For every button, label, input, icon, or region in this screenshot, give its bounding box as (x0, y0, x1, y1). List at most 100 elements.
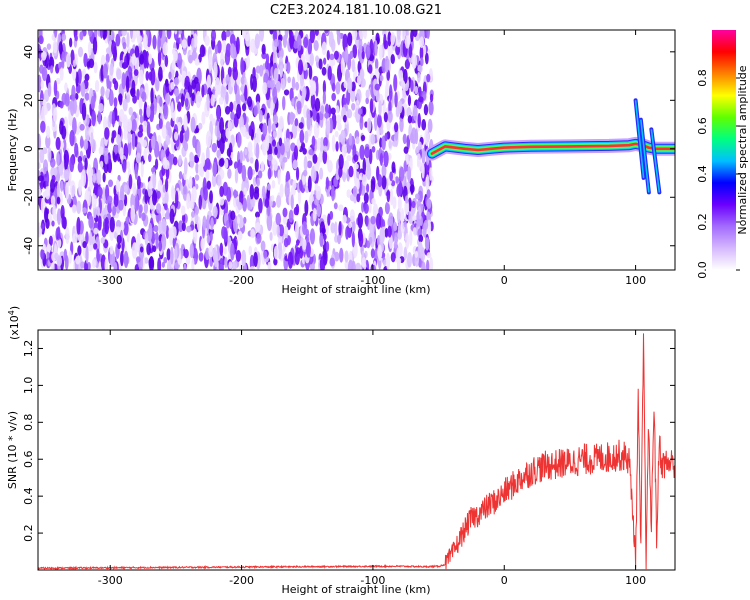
spectrogram-noise-cell (61, 33, 67, 41)
spectrogram-noise-cell (232, 215, 239, 233)
spectrogram-noise-cell (299, 179, 303, 191)
spectrogram-noise-cell (194, 174, 200, 181)
spectrogram-noise-cell (128, 106, 134, 116)
spectrogram-noise-cell (330, 107, 336, 115)
spectrogram-noise-cell (309, 52, 314, 66)
spectrogram-noise-cell (266, 213, 273, 232)
spectrogram-noise-cell (113, 262, 118, 270)
spectrogram-noise-cell (136, 88, 140, 101)
spectrogram-noise-cell (218, 158, 225, 168)
spectrogram-noise-cell (320, 105, 325, 114)
spectrogram-noise-cell (91, 109, 96, 127)
spectrogram-noise-cell (40, 105, 46, 124)
spectrogram-noise-cell (373, 112, 378, 131)
spectrogram-noise-cell (318, 151, 324, 163)
spectrogram-noise-cell (394, 176, 400, 184)
spectrogram-noise-cell (169, 230, 173, 246)
spectrogram-noise-cell (421, 119, 427, 131)
spectrogram-noise-cell (296, 102, 302, 115)
spectrogram-noise-cell (195, 162, 199, 174)
spectrogram-noise-cell (69, 155, 75, 173)
spectrogram-noise-cell (293, 145, 299, 161)
spectrogram-noise-cell (122, 161, 127, 173)
spectrogram-noise-cell (334, 221, 338, 237)
spectrogram-noise-cell (262, 122, 268, 137)
spectrogram-noise-cell (77, 155, 83, 164)
spectrogram-noise-cell (404, 195, 409, 204)
spectrogram-noise-cell (226, 147, 232, 158)
spectrogram-noise-cell (72, 117, 77, 136)
spectrogram-noise-cell (148, 53, 153, 65)
spectrogram-noise-cell (230, 43, 236, 59)
spectrogram-noise-cell (126, 118, 132, 132)
spectrogram-noise-cell (76, 200, 82, 214)
spectrogram-noise-cell (191, 37, 195, 50)
spectrogram-noise-cell (154, 158, 159, 170)
spectrogram-noise-cell (119, 191, 125, 203)
spectrogram-noise-cell (294, 249, 300, 266)
spectrogram-noise-cell (393, 232, 399, 244)
spectrogram-noise-cell (322, 80, 327, 95)
spectrogram-noise-cell (412, 215, 417, 222)
spectrogram-noise-cell (239, 190, 244, 206)
spectrogram-noise-cell (410, 79, 414, 92)
spectrogram-noise-cell (51, 174, 56, 184)
spectrogram-noise-cell (90, 131, 94, 149)
spectrogram-noise-cell (166, 248, 171, 261)
spectrogram-noise-cell (272, 221, 278, 236)
spectrogram-noise-cell (206, 130, 212, 148)
spectrogram-noise-cell (321, 66, 327, 76)
y-tick-label: 20 (22, 93, 35, 107)
y-tick-label: -20 (22, 188, 35, 206)
snr-x-axis-title: Height of straight line (km) (281, 583, 430, 596)
spectrogram-noise-cell (295, 167, 300, 181)
spectrogram-noise-cell (351, 58, 356, 73)
spectrogram-noise-cell (173, 77, 180, 86)
spectrogram-noise-cell (330, 222, 336, 234)
x-tick-label: -200 (229, 274, 254, 287)
spectrogram-noise-cell (121, 30, 127, 36)
y-tick-label: 0.6 (22, 450, 35, 468)
spectrogram-noise-cell (272, 86, 278, 104)
spectrogram-noise-cell (403, 246, 408, 260)
spectrogram-noise-cell (181, 39, 188, 49)
spectrogram-noise-cell (342, 214, 347, 224)
spectrogram-noise-cell (261, 43, 266, 55)
spectrogram-noise-cell (111, 130, 115, 141)
spectrogram-noise-cell (123, 194, 128, 207)
spectrogram-noise-cell (276, 224, 280, 238)
x-tick-label: 100 (625, 574, 646, 587)
spectrogram-noise-cell (403, 221, 407, 228)
spectrogram-noise-cell (142, 120, 148, 133)
colorbar-gradient (712, 30, 736, 270)
spectrogram-noise-cell (393, 122, 399, 133)
spectrogram-noise-cell (228, 159, 233, 166)
spectrogram-noise-cell (301, 174, 306, 185)
spectrogram-noise-cell (180, 93, 185, 108)
spectrogram-noise-cell (176, 121, 182, 131)
spectrogram-noise-cell (236, 103, 242, 120)
spectrogram-noise-cell (351, 102, 356, 111)
spectrogram-noise-cell (60, 180, 64, 192)
spectrogram-noise-cell (68, 37, 73, 48)
spectrogram-noise-cell (56, 255, 63, 267)
spectrogram-noise-cell (262, 82, 268, 95)
spectrogram-noise-cell (134, 194, 139, 212)
spectrogram-noise-cell (325, 176, 330, 190)
spectrogram-noise-cell (296, 34, 302, 52)
spectrogram-noise-cell (168, 71, 172, 80)
spectrogram-noise-cell (278, 137, 283, 147)
spectrogram-noise-cell (273, 39, 279, 48)
spectrogram-noise-cell (275, 212, 282, 226)
spectrogram-noise-cell (282, 34, 288, 48)
spectrogram-spread-feature-core (634, 100, 645, 178)
spectrogram-noise-cell (417, 112, 421, 129)
spectrogram-noise-cell (157, 49, 162, 67)
spectrogram-noise-cell (385, 83, 389, 96)
spectrogram-noise-cell (327, 213, 331, 226)
spectrogram-noise-cell (218, 257, 224, 270)
spectrogram-noise-cell (425, 174, 430, 192)
spectrogram-noise-cell (321, 41, 327, 56)
spectrogram-noise-cell (38, 57, 41, 68)
spectrogram-noise-cell (314, 30, 319, 36)
